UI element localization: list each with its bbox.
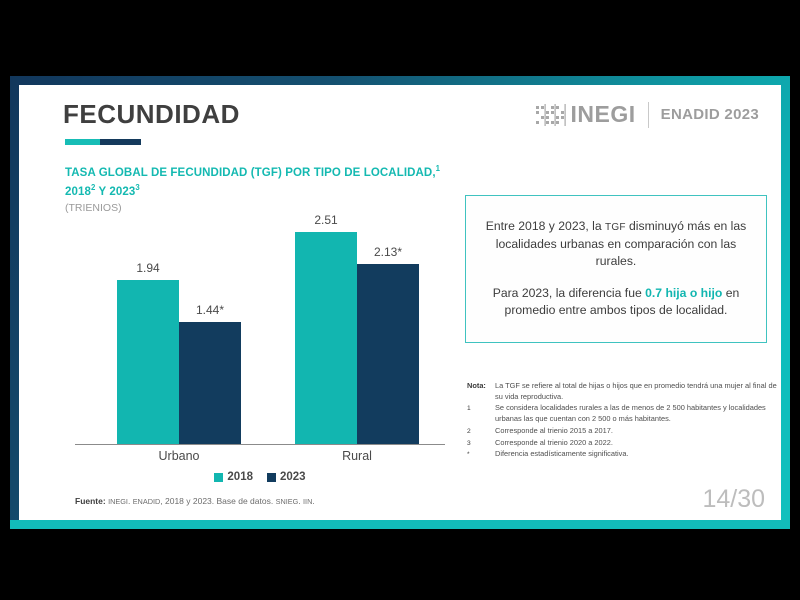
bar-rect-urbano-2018 (117, 279, 179, 444)
chart-axis-line (75, 443, 445, 445)
slide-frame: FECUNDIDAD (10, 76, 790, 529)
footnote-marker: 2 (467, 427, 471, 435)
legend-label-2018: 2018 (227, 471, 253, 483)
chart-title-line1: TASA GLOBAL DE FECUNDIDAD (TGF) POR TIPO… (65, 166, 436, 179)
footnote-row: 3 Corresponde al trienio 2020 a 2022. (467, 438, 777, 449)
callout-highlight-value: 0.7 hija o hijo (645, 286, 723, 301)
bar-rect-rural-2018 (295, 231, 357, 444)
chart-units: (TRIENIOS) (65, 202, 122, 214)
brand-area: INEGI ENADID 2023 (535, 101, 759, 128)
chart-title: TASA GLOBAL DE FECUNDIDAD (TGF) POR TIPO… (65, 163, 485, 200)
chart-title-year-2018: 2018 (65, 185, 91, 198)
callout-p2-a: Para 2023, la diferencia fue (492, 286, 646, 301)
inegi-logo: INEGI (535, 101, 636, 128)
callout-paragraph-1: Entre 2018 y 2023, la TGF disminuyó más … (480, 218, 752, 270)
inegi-wordmark: INEGI (570, 101, 636, 127)
insight-callout: Entre 2018 y 2023, la TGF disminuyó más … (465, 195, 767, 343)
chart-title-sup-1: 1 (435, 164, 441, 173)
source-sep-2: . (298, 496, 304, 506)
chart-title-sup-3: 3 (135, 182, 140, 192)
footnote-row: 1 Se considera localidades rurales a las… (467, 403, 777, 424)
bar-group-rural: 2.51 2.13* (295, 213, 419, 444)
letterbox-bottom (0, 533, 800, 600)
source-note: Fuente: INEGI. ENADID, 2018 y 2023. Base… (75, 496, 315, 506)
brand-divider (647, 101, 649, 128)
footnote-marker: 1 (467, 405, 471, 413)
source-enadid: ENADID (132, 497, 161, 506)
legend-item-2023[interactable]: 2023 (267, 471, 306, 483)
footnote-marker: 3 (467, 439, 471, 447)
bar-value-rural-2018: 2.51 (314, 212, 338, 227)
letterbox-top (0, 0, 800, 72)
legend-label-2023: 2023 (280, 471, 306, 483)
source-label: Fuente: (75, 496, 106, 506)
callout-p1-a: Entre 2018 y 2023, la (485, 219, 606, 234)
bar-rect-rural-2023 (357, 263, 419, 444)
legend-swatch-2023 (267, 472, 276, 482)
slide: FECUNDIDAD (19, 85, 781, 520)
chart-heading: TASA GLOBAL DE FECUNDIDAD (TGF) POR TIPO… (65, 163, 485, 214)
inegi-mark-icon (535, 103, 566, 126)
bar-rural-2023[interactable]: 2.13* (357, 245, 419, 444)
bar-value-urbano-2018: 1.94 (136, 260, 160, 275)
source-inegi: INEGI (108, 497, 128, 506)
category-label-urbano: Urbano (158, 449, 200, 463)
chart-legend: 2018 2023 (75, 471, 445, 483)
footnote-row: 2 Corresponde al trienio 2015 a 2017. (467, 426, 777, 437)
source-end: . (312, 496, 315, 506)
page-title: FECUNDIDAD (63, 99, 240, 129)
legend-swatch-2018 (214, 472, 224, 482)
footnote-text: Corresponde al trienio 2020 a 2022. (495, 437, 613, 447)
footnote-text: Se considera localidades rurales a las d… (495, 403, 766, 424)
slide-header: FECUNDIDAD (19, 85, 781, 149)
source-snieg: SNIEG (275, 497, 299, 506)
footnote-text: Diferencia estadísticamente significativ… (495, 449, 629, 459)
footnote-text: La TGF se refiere al total de hijas o hi… (495, 381, 777, 401)
title-accent-bar (65, 139, 141, 145)
bar-value-urbano-2023: 1.44* (195, 303, 225, 317)
footnote-marker: * (467, 451, 470, 459)
callout-p2-b: en promedio entre ambos tipos de localid… (504, 286, 740, 318)
footnotes: Nota: La TGF se refiere al total de hija… (467, 381, 777, 460)
footnote-text: Corresponde al trienio 2015 a 2017. (495, 425, 613, 435)
callout-paragraph-2: Para 2023, la diferencia fue 0.7 hija o … (480, 285, 752, 320)
legend-item-2018[interactable]: 2018 (214, 471, 253, 483)
accent-segment-teal (65, 139, 100, 145)
source-iin: IIN (303, 497, 313, 506)
accent-segment-navy (100, 139, 141, 145)
source-sep-1: . (127, 496, 133, 506)
category-label-rural: Rural (342, 449, 372, 463)
bar-rect-urbano-2023 (179, 322, 241, 444)
bar-urbano-2018[interactable]: 1.94 (117, 261, 179, 444)
bar-group-urbano: 1.94 1.44* (117, 261, 241, 444)
survey-label: ENADID 2023 (660, 106, 759, 123)
bar-rural-2018[interactable]: 2.51 (295, 213, 357, 444)
page-number: 14/30 (702, 485, 765, 513)
callout-p1-b: disminuyó más en las localidades urbanas… (495, 219, 747, 268)
footnote-marker: Nota: (467, 381, 486, 390)
chart-plot-area: 1.94 1.44* 2.51 (75, 213, 445, 483)
chart-title-conj: Y 2023 (95, 185, 136, 198)
bar-chart: 1.94 1.44* 2.51 (65, 213, 455, 498)
footnote-row: * Diferencia estadísticamente significat… (467, 449, 777, 460)
bar-value-rural-2023: 2.13* (373, 244, 403, 259)
chart-title-sup-2: 2 (90, 182, 96, 192)
footnote-row: Nota: La TGF se refiere al total de hija… (467, 381, 777, 402)
bar-urbano-2023[interactable]: 1.44* (179, 303, 241, 444)
source-detail: , 2018 y 2023. Base de datos. (160, 496, 276, 506)
callout-p1-tgf: TGF (605, 222, 626, 234)
